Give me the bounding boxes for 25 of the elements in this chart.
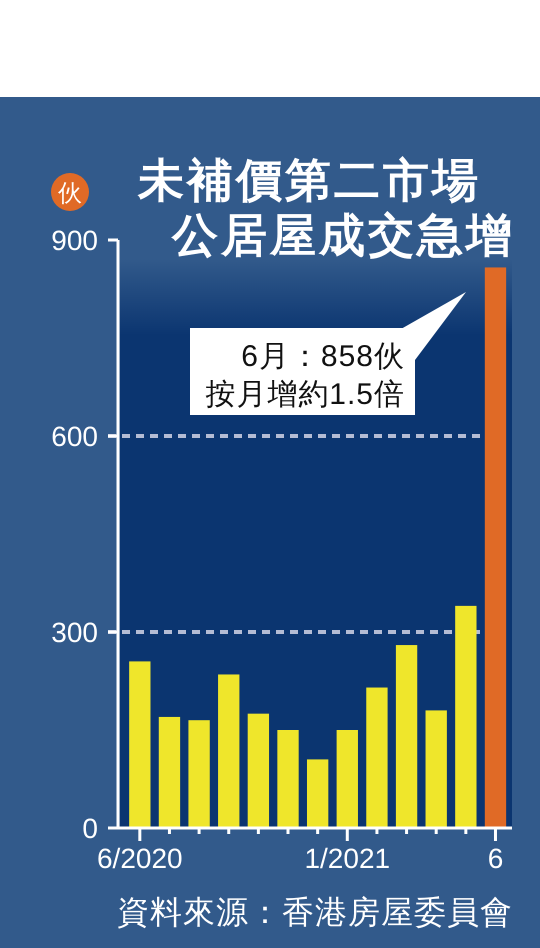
annotation: 6月：858伙 xyxy=(241,340,405,373)
chart-title: 未補價第二市場公居屋成交急增 xyxy=(137,154,515,261)
y-axis-title: 伙 xyxy=(58,180,82,207)
bar xyxy=(455,606,477,828)
bar xyxy=(366,688,388,828)
bar xyxy=(248,714,270,828)
y-tick-label: 900 xyxy=(51,225,98,256)
annotation: 按月增約1.5倍 xyxy=(205,378,405,411)
bar xyxy=(484,267,506,828)
y-tick-label: 300 xyxy=(51,617,98,648)
x-tick-label: 6 xyxy=(488,843,504,874)
bar xyxy=(426,710,447,828)
bar xyxy=(396,645,418,828)
y-tick-label: 0 xyxy=(82,813,98,844)
bar xyxy=(336,730,358,828)
bar xyxy=(129,661,150,828)
bar xyxy=(306,759,328,828)
bar xyxy=(277,730,299,828)
bar xyxy=(218,674,240,828)
bar xyxy=(188,720,210,828)
x-tick-label: 1/2021 xyxy=(304,843,390,874)
x-tick-label: 6/2020 xyxy=(97,843,183,874)
bar xyxy=(158,716,180,828)
source-note: 資料來源：香港房屋委員會 xyxy=(117,894,513,930)
y-tick-label: 600 xyxy=(51,421,98,452)
